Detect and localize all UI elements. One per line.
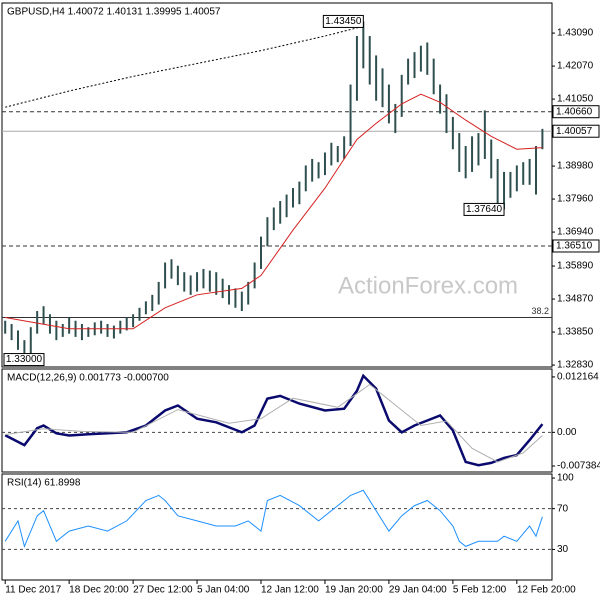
annotation: 1.37640: [466, 204, 503, 215]
y-tick-label: 1.38980: [557, 161, 594, 172]
indicator-line: [5, 383, 543, 463]
x-tick-label: 29 Jan 04:00: [389, 585, 447, 596]
y-tick-label: 1.37960: [557, 194, 594, 205]
price-label-box: [552, 239, 600, 253]
x-tick-label: 19 Jan 20:00: [325, 585, 383, 596]
y-tick-label: 0.012164: [557, 372, 599, 383]
y-tick-label: 1.36940: [557, 227, 594, 238]
price-label: 1.40057: [556, 126, 593, 137]
x-tick-label: 27 Dec 12:00: [133, 585, 193, 596]
price-label: 1.40660: [556, 106, 593, 117]
x-tick-label: 12 Feb 20:00: [517, 585, 576, 596]
x-tick-label: 12 Jan 12:00: [261, 585, 319, 596]
x-tick-label: 11 Dec 2017: [5, 585, 61, 596]
y-tick-label: 1.33850: [557, 327, 594, 338]
indicator-line: [5, 93, 543, 330]
annotation: 1.43450: [325, 16, 362, 27]
annotation-box: [463, 202, 505, 216]
x-tick-label: 5 Jan 04:00: [197, 585, 250, 596]
panel-frame: [1, 2, 553, 368]
panel-frame: [1, 368, 553, 473]
indicator-line: [4, 489, 543, 548]
panel-title: RSI(14) 61.8998: [7, 478, 81, 489]
x-tick-label: 5 Feb 12:00: [453, 585, 507, 596]
y-tick-label: -0.007384: [557, 461, 600, 472]
panel-title: MACD(12,26,9) 0.001773 -0.000700: [7, 373, 169, 384]
price-label: 1.36510: [556, 241, 593, 252]
panel-title: GBPUSD,H4 1.40072 1.40131 1.39995 1.4005…: [7, 7, 221, 18]
annotation-box: [322, 14, 364, 28]
y-tick-label: 70: [557, 503, 569, 514]
y-tick-label: 1.43090: [557, 28, 594, 39]
y-tick-label: 100: [557, 473, 574, 484]
y-tick-label: 1.35890: [557, 261, 594, 272]
y-tick-label: 1.32830: [557, 360, 594, 371]
annotation-box: [3, 353, 45, 367]
y-tick-label: 0.00: [557, 427, 577, 438]
annotation: 1.33000: [6, 354, 43, 365]
indicator-line: [4, 373, 544, 467]
level-text: 38.2: [531, 306, 549, 316]
price-label-box: [552, 105, 600, 119]
y-tick-label: 30: [557, 544, 569, 555]
y-tick-label: 1.42070: [557, 61, 594, 72]
watermark: ActionForex.com: [338, 272, 518, 299]
y-tick-label: 1.41050: [557, 94, 594, 105]
y-tick-label: 1.34870: [557, 294, 594, 305]
price-label-box: [552, 124, 600, 138]
x-tick-label: 18 Dec 20:00: [69, 585, 129, 596]
indicator-line: [5, 25, 364, 108]
